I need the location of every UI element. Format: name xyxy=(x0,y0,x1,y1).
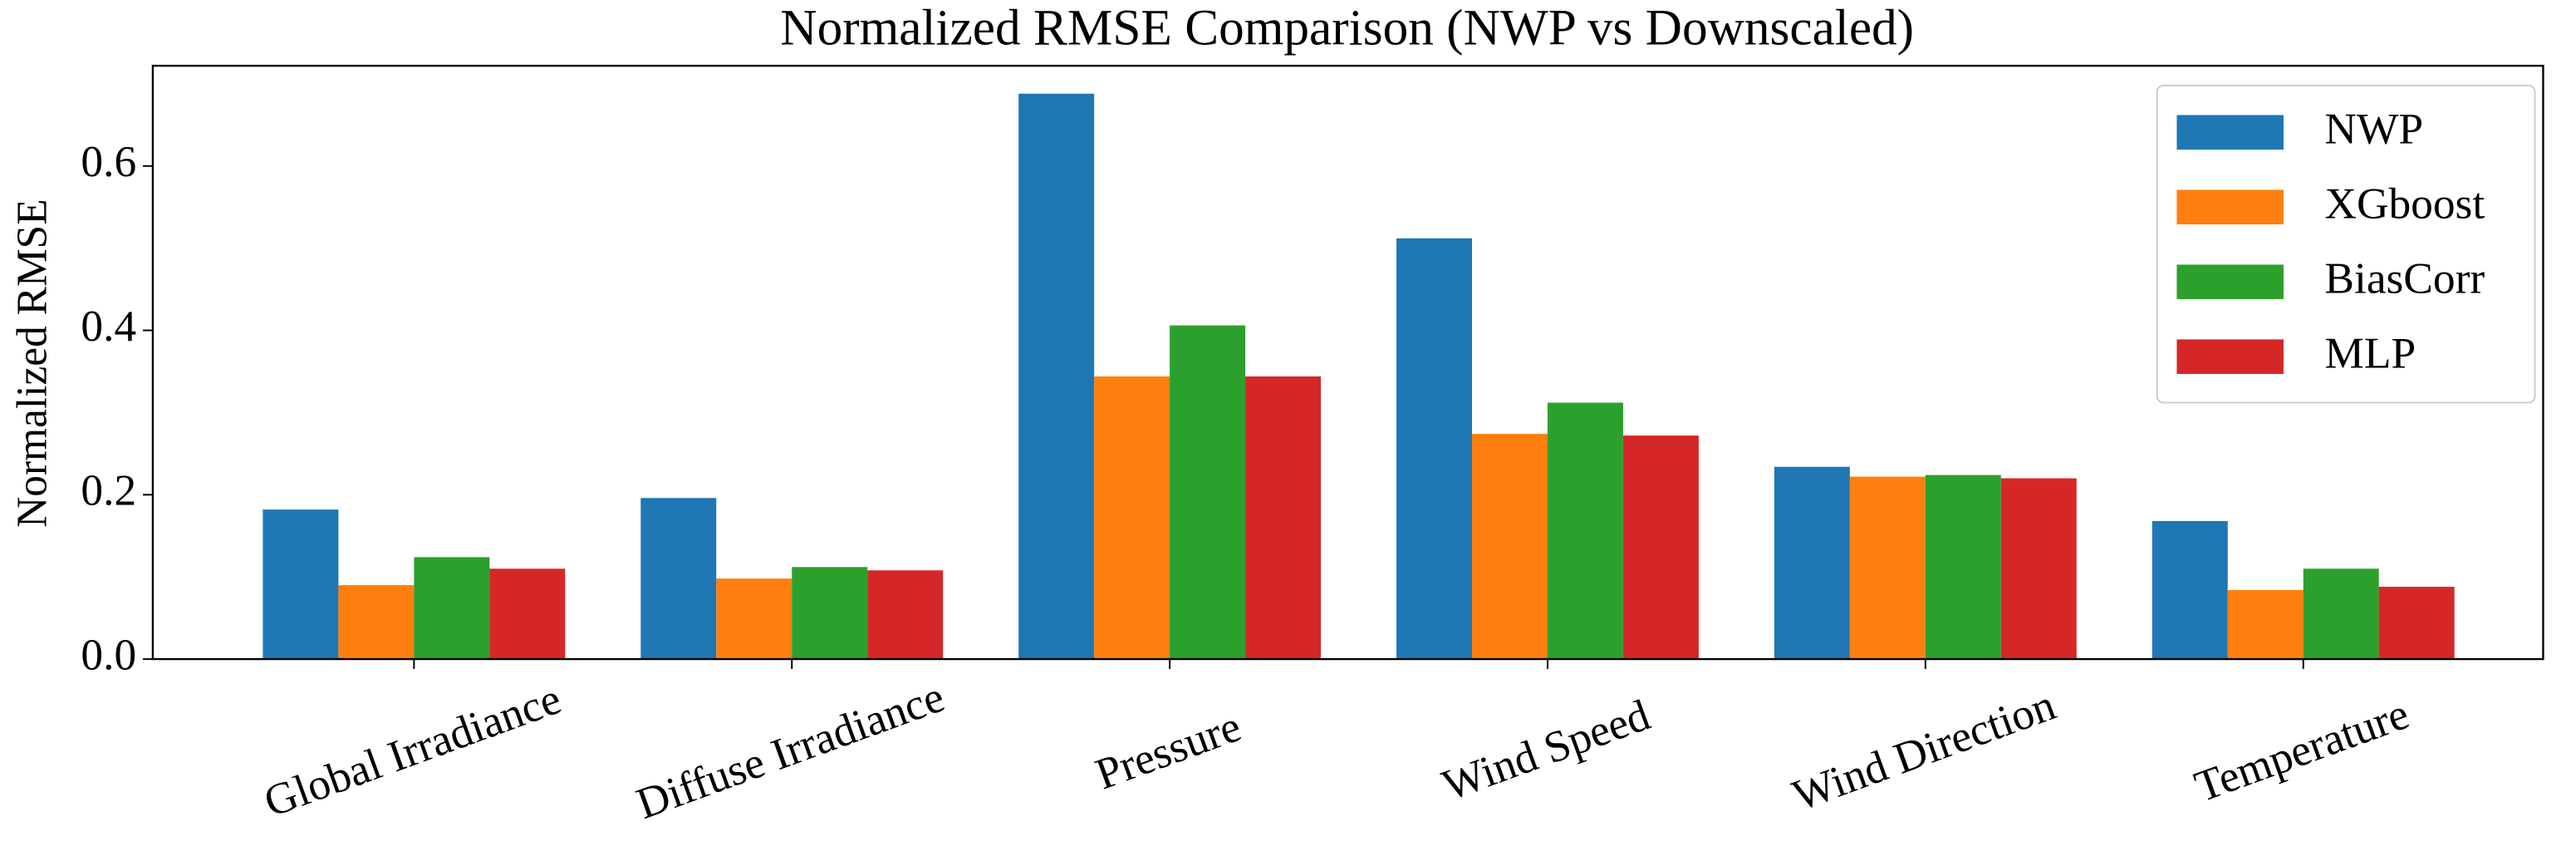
bar xyxy=(489,568,566,660)
bar xyxy=(2303,568,2379,660)
x-tick-label: Temperature xyxy=(2188,688,2415,811)
legend-label: XGboost xyxy=(2324,178,2485,228)
bar xyxy=(263,509,339,660)
bar xyxy=(1472,434,1548,660)
bar xyxy=(1774,466,1850,660)
bar xyxy=(867,570,944,660)
legend-swatch xyxy=(2176,189,2284,224)
legend-swatch xyxy=(2176,339,2284,374)
bar xyxy=(338,585,415,660)
x-tick-label: Wind Direction xyxy=(1786,680,2062,821)
y-tick-label: 0.4 xyxy=(81,301,136,351)
bar xyxy=(1396,238,1472,660)
chart-title: Normalized RMSE Comparison (NWP vs Downs… xyxy=(780,0,1914,57)
legend-label: BiasCorr xyxy=(2324,253,2485,303)
bar xyxy=(1094,376,1170,660)
legend-label: NWP xyxy=(2324,103,2423,153)
y-axis-label: Normalized RMSE xyxy=(8,199,56,528)
bar xyxy=(1245,376,1322,660)
y-tick-label: 0.6 xyxy=(81,136,136,186)
bar xyxy=(1547,402,1623,660)
bar xyxy=(640,498,717,660)
bar xyxy=(1622,435,1699,660)
x-tick-label: Pressure xyxy=(1089,701,1247,799)
bar xyxy=(414,557,490,660)
x-tick-label: Diffuse Irradiance xyxy=(630,672,950,829)
bar xyxy=(2152,520,2228,660)
legend-box xyxy=(2156,84,2536,404)
x-tick-label: Wind Speed xyxy=(1435,690,1656,810)
bar xyxy=(2378,587,2455,660)
bar xyxy=(2227,589,2304,660)
bar xyxy=(2000,478,2077,660)
bar xyxy=(1170,325,1246,660)
plot-frame xyxy=(151,64,2544,661)
bar xyxy=(1018,93,1095,660)
bar xyxy=(1925,475,2001,660)
y-tick-label: 0.0 xyxy=(81,629,136,679)
x-tick-label: Global Irradiance xyxy=(258,673,567,827)
bar xyxy=(792,567,868,660)
legend-label: MLP xyxy=(2324,327,2416,377)
bar xyxy=(1849,476,1926,660)
legend-swatch xyxy=(2176,264,2284,299)
y-tick-label: 0.2 xyxy=(81,465,136,515)
bar xyxy=(716,578,792,660)
legend-swatch xyxy=(2176,115,2284,150)
